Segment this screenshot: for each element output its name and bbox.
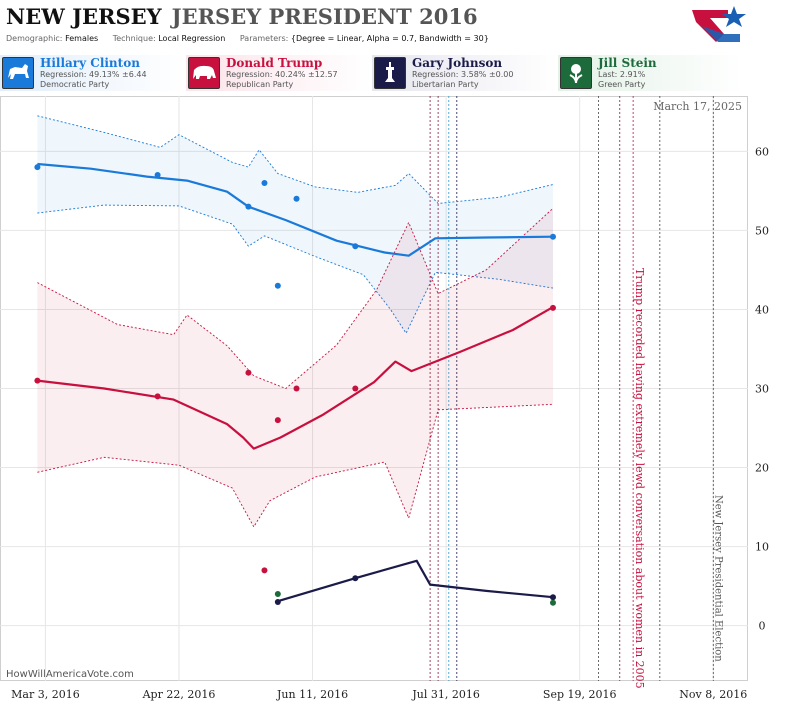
confidence-upper-line [37, 207, 554, 390]
data-point [245, 203, 252, 210]
candidate-stat: Regression: 40.24% ±12.57 [226, 70, 338, 79]
meta-value: Females [65, 34, 99, 43]
meta-key: Technique: [112, 34, 156, 43]
x-tick-label: Nov 8, 2016 [679, 688, 747, 701]
data-point [274, 591, 281, 598]
candidate-stat: Regression: 3.58% ±0.00 [412, 70, 514, 79]
y-tick-label: 0 [759, 620, 766, 633]
race-title: JERSEY PRESIDENT 2016 [171, 4, 478, 29]
data-point [34, 164, 41, 171]
x-tick-label: Sep 19, 2016 [543, 688, 617, 701]
donkey-icon [2, 57, 34, 89]
candidate-stat: Last: 2.91% [598, 70, 646, 79]
state-title: NEW JERSEY [6, 4, 162, 29]
data-point [154, 172, 161, 179]
candidate-stat: Regression: 49.13% ±6.44 [40, 70, 147, 79]
annotation-label: New Jersey Presidential Election [712, 495, 723, 662]
x-tick-label: Jun 11, 2016 [276, 688, 348, 701]
candidate-name: Donald Trump [226, 56, 323, 70]
x-tick-label: Apr 22, 2016 [142, 688, 216, 701]
parameters-line: Demographic: Females Technique: Local Re… [6, 34, 501, 43]
candidate-party: Libertarian Party [412, 80, 479, 89]
confidence-band [37, 208, 553, 527]
x-tick-label: Jul 31, 2016 [411, 688, 480, 701]
candidate-card-trump[interactable]: Donald Trump Regression: 40.24% ±12.57 R… [186, 55, 372, 91]
site-logo-icon [692, 6, 746, 42]
elephant-icon [188, 57, 220, 89]
data-point [154, 393, 161, 400]
meta-value: Local Regression [158, 34, 226, 43]
confidence-lower-line [37, 403, 554, 528]
y-tick-label: 30 [755, 383, 769, 396]
candidate-name: Gary Johnson [412, 56, 503, 70]
data-point [549, 594, 556, 601]
x-tick-label: Mar 3, 2016 [11, 688, 80, 701]
leaf-icon [560, 57, 592, 89]
data-point [549, 233, 556, 240]
candidate-party: Republican Party [226, 80, 294, 89]
data-point [352, 575, 359, 582]
data-point [293, 385, 300, 392]
candidate-party: Democratic Party [40, 80, 110, 89]
data-point [352, 385, 359, 392]
candidate-legend: Hillary Clinton Regression: 49.13% ±6.44… [0, 55, 789, 93]
confidence-upper-line [37, 115, 554, 204]
data-point [352, 243, 359, 250]
candidate-card-johnson[interactable]: Gary Johnson Regression: 3.58% ±0.00 Lib… [372, 55, 558, 91]
data-point [274, 598, 281, 605]
candidate-card-clinton[interactable]: Hillary Clinton Regression: 49.13% ±6.44… [0, 55, 186, 91]
candidate-name: Jill Stein [598, 56, 657, 70]
data-point [274, 282, 281, 289]
annotation-label: Trump recorded having extremely lewd con… [633, 268, 646, 689]
data-point [274, 417, 281, 424]
meta-value: {Degree = Linear, Alpha = 0.7, Bandwidth… [290, 34, 489, 43]
meta-key: Demographic: [6, 34, 63, 43]
data-point [549, 599, 556, 606]
y-tick-label: 10 [755, 541, 769, 554]
y-tick-label: 50 [755, 224, 769, 237]
data-point [261, 179, 268, 186]
candidate-card-stein[interactable]: Jill Stein Last: 2.91% Green Party [558, 55, 744, 91]
series-line [277, 559, 554, 603]
as-of-date: March 17, 2025 [653, 100, 742, 113]
series-line [37, 306, 554, 450]
series-line [37, 162, 554, 257]
candidate-name: Hillary Clinton [40, 56, 140, 70]
data-point [549, 304, 556, 311]
y-tick-label: 60 [755, 145, 769, 158]
y-tick-label: 40 [755, 303, 769, 316]
watermark: HowWillAmericaVote.com [6, 669, 134, 680]
data-point [293, 195, 300, 202]
meta-key: Parameters: [239, 34, 289, 43]
candidate-party: Green Party [598, 80, 646, 89]
data-point [261, 567, 268, 574]
y-tick-label: 20 [755, 462, 769, 475]
title-block: NEW JERSEY JERSEY PRESIDENT 2016 [6, 4, 478, 29]
data-point [245, 369, 252, 376]
data-point [34, 377, 41, 384]
liberty-icon [374, 57, 406, 89]
